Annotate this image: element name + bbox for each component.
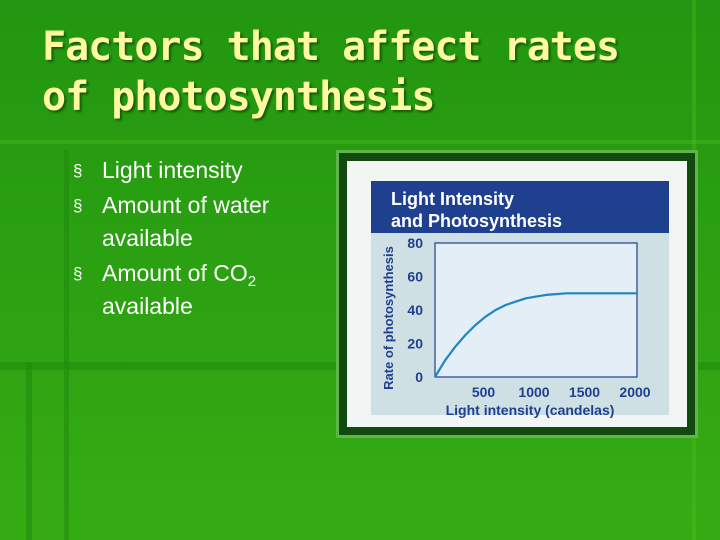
chart-panel: Light Intensity and Photosynthesis 0 20 40 60… [347, 161, 687, 427]
title-line-1: Factors that affect rates [42, 24, 620, 70]
bullet-marker-icon: § [73, 196, 83, 215]
bullet-item: § Amount of CO2 available [70, 257, 330, 323]
y-tick-label: 60 [407, 269, 423, 285]
chart-title-line-1: Light Intensity [391, 189, 514, 209]
bullet-text-continued: available [102, 293, 193, 319]
decorative-stripe [26, 362, 32, 540]
y-tick-label: 40 [407, 302, 423, 318]
bullet-marker-icon: § [73, 161, 83, 180]
subscript-2: 2 [247, 273, 257, 290]
x-tick-label: 1000 [518, 384, 549, 400]
x-tick-label: 2000 [619, 384, 650, 400]
decorative-stripe [0, 140, 720, 144]
slide-title: Factors that affect rates of photosynthe… [42, 22, 692, 122]
bullet-text: Amount of CO [102, 260, 248, 286]
y-tick-label: 80 [407, 235, 423, 251]
series-line [434, 292, 637, 378]
x-tick-label: 500 [472, 384, 496, 400]
bullet-marker-icon: § [73, 264, 83, 283]
plot-area [434, 242, 638, 378]
x-tick-label: 1500 [569, 384, 600, 400]
x-axis-label: Light intensity (candelas) [446, 402, 615, 418]
y-tick-label: 20 [407, 336, 423, 352]
chart-frame: Light Intensity and Photosynthesis 0 20 40 60… [336, 150, 698, 438]
chart-header [371, 181, 669, 233]
chart-title-line-2: and Photosynthesis [391, 211, 562, 231]
bullet-item: § Amount of water available [70, 189, 330, 255]
title-line-2: of photosynthesis [42, 74, 435, 120]
decorative-stripe [64, 150, 69, 540]
bullet-text: Amount of water available [102, 192, 270, 251]
bullet-text: Light intensity [102, 157, 243, 183]
bullet-item: § Light intensity [70, 154, 330, 187]
y-tick-label: 0 [415, 369, 423, 385]
y-axis-label: Rate of photosynthesis [381, 246, 396, 390]
bullet-list: § Light intensity § Amount of water avai… [70, 154, 330, 325]
